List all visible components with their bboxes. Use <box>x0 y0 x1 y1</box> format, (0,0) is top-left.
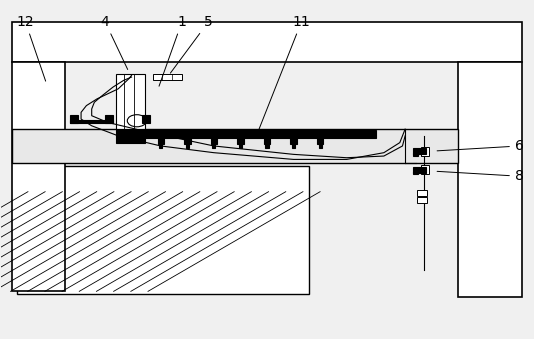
Bar <box>17 166 310 294</box>
Text: 1: 1 <box>159 15 186 86</box>
Bar <box>421 165 429 174</box>
Bar <box>158 136 164 144</box>
Bar <box>159 143 162 148</box>
Bar <box>153 74 182 80</box>
Bar <box>290 136 297 144</box>
Bar <box>413 148 426 154</box>
Text: 11: 11 <box>257 15 310 133</box>
Bar <box>413 153 419 156</box>
Text: 12: 12 <box>17 15 45 81</box>
Text: 6: 6 <box>437 139 524 153</box>
Bar <box>186 143 189 148</box>
Bar <box>211 136 217 144</box>
Bar <box>265 143 269 148</box>
Bar <box>264 136 270 144</box>
Bar <box>418 190 427 196</box>
Bar <box>292 143 295 148</box>
Bar <box>184 136 191 144</box>
Bar <box>12 62 65 291</box>
Text: 8: 8 <box>437 169 524 183</box>
Bar <box>237 136 244 144</box>
Bar <box>318 143 321 148</box>
Bar <box>115 74 145 129</box>
Bar <box>12 129 458 163</box>
Bar <box>70 115 78 123</box>
Bar <box>142 115 150 123</box>
Text: 5: 5 <box>170 15 213 73</box>
Text: 4: 4 <box>100 15 128 69</box>
Bar <box>418 197 427 203</box>
Bar <box>421 147 429 156</box>
Bar <box>105 115 113 123</box>
Bar <box>115 129 145 143</box>
Bar <box>70 120 113 123</box>
Bar <box>137 130 376 138</box>
Bar <box>12 22 522 62</box>
Bar <box>213 143 216 148</box>
Bar <box>458 62 522 297</box>
Bar <box>413 172 419 174</box>
Bar <box>413 167 426 173</box>
Bar <box>239 143 242 148</box>
Bar <box>317 136 323 144</box>
